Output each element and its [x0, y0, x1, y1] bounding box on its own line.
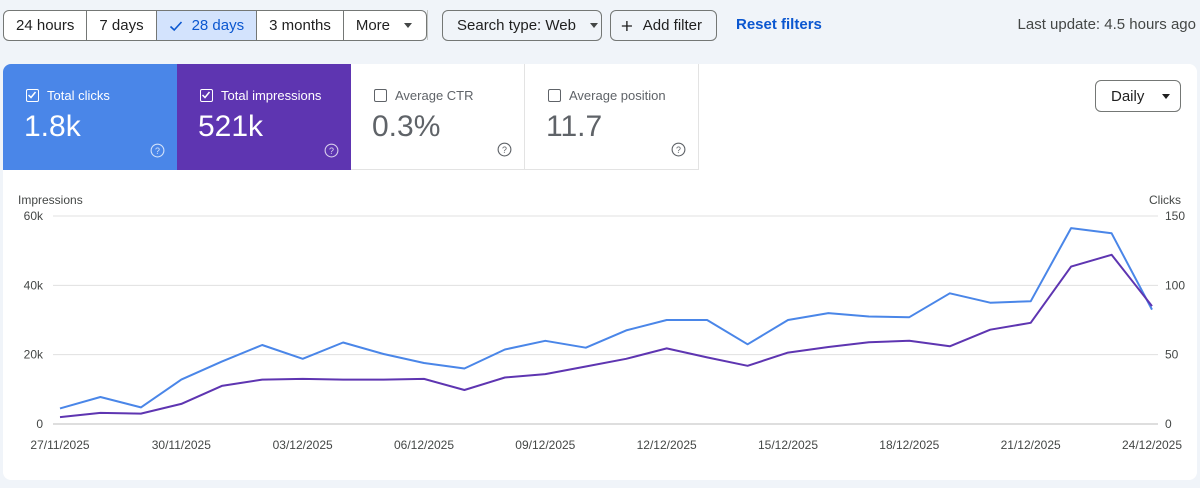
right-tick-label: 0 — [1165, 417, 1172, 431]
svg-text:?: ? — [502, 145, 507, 155]
x-tick-label: 27/11/2025 — [30, 438, 89, 452]
left-tick-label: 0 — [36, 417, 43, 431]
add-filter-label: Add filter — [642, 17, 702, 34]
right-tick-label: 50 — [1165, 348, 1179, 362]
left-axis-title: Impressions — [18, 193, 83, 207]
metric-label: Total clicks — [47, 88, 110, 103]
range-7-days-button[interactable]: 7 days — [87, 11, 157, 40]
help-icon[interactable]: ? — [671, 142, 686, 157]
help-icon[interactable]: ? — [150, 143, 165, 158]
metric-total-impressions[interactable]: Total impressions 521k ? — [177, 64, 351, 170]
x-tick-label: 12/12/2025 — [637, 438, 697, 452]
checkbox-checked-icon[interactable] — [200, 89, 213, 102]
chevron-down-icon — [404, 23, 413, 28]
range-3-months-button[interactable]: 3 months — [257, 11, 344, 40]
toolbar-divider — [427, 10, 428, 40]
metric-average-ctr[interactable]: Average CTR 0.3% ? — [351, 64, 525, 170]
metric-label-row: Average CTR — [374, 88, 474, 103]
more-label: More — [355, 17, 391, 34]
svg-text:?: ? — [155, 146, 160, 156]
search-type-label: Search type: Web — [457, 17, 576, 34]
x-tick-label: 09/12/2025 — [515, 438, 575, 452]
x-tick-label: 03/12/2025 — [273, 438, 333, 452]
toolbar: 24 hours 7 days 28 days 3 months More Se… — [0, 0, 1200, 50]
metric-label: Total impressions — [221, 88, 322, 103]
x-tick-label: 21/12/2025 — [1001, 438, 1061, 452]
metric-total-clicks[interactable]: Total clicks 1.8k ? — [3, 64, 177, 170]
chevron-down-icon — [589, 23, 598, 28]
metric-value: 0.3% — [372, 110, 441, 143]
metric-average-position[interactable]: Average position 11.7 ? — [525, 64, 699, 170]
performance-chart: Impressions Clicks 0 0 20k 50 40k 100 60k 150 27/1… — [18, 193, 1185, 452]
metric-label-row: Total impressions — [200, 88, 321, 103]
reset-filters-link[interactable]: Reset filters — [736, 16, 822, 33]
x-tick-label: 18/12/2025 — [879, 438, 939, 452]
left-tick-label: 40k — [24, 278, 44, 292]
x-tick-label: 15/12/2025 — [758, 438, 818, 452]
right-axis-title: Clicks — [1149, 193, 1181, 207]
granularity-dropdown[interactable]: Daily — [1095, 80, 1181, 112]
metric-label-row: Average position — [548, 88, 666, 103]
help-icon[interactable]: ? — [324, 143, 339, 158]
metric-label-row: Total clicks — [26, 88, 110, 103]
svg-text:?: ? — [676, 145, 681, 155]
metric-label: Average position — [569, 88, 666, 103]
left-tick-label: 20k — [24, 348, 44, 362]
metric-value: 1.8k — [24, 110, 81, 143]
last-update-text: Last update: 4.5 hours ago — [1017, 16, 1196, 33]
range-28-days-button[interactable]: 28 days — [156, 11, 258, 40]
left-tick-label: 60k — [24, 209, 44, 223]
search-type-button[interactable]: Search type: Web — [442, 10, 602, 41]
right-tick-label: 150 — [1165, 209, 1185, 223]
chevron-down-icon — [1162, 93, 1171, 99]
x-tick-label: 24/12/2025 — [1122, 438, 1182, 452]
x-tick-label: 06/12/2025 — [394, 438, 454, 452]
performance-card: Total clicks 1.8k ? Total impressions 52… — [3, 64, 1197, 480]
metric-value: 521k — [198, 110, 264, 143]
range-24-hours-button[interactable]: 24 hours — [4, 11, 88, 40]
metric-value: 11.7 — [546, 110, 603, 143]
granularity-label: Daily — [1111, 87, 1145, 105]
date-range-selector: 24 hours 7 days 28 days 3 months More — [3, 10, 428, 41]
checkbox-unchecked-icon[interactable] — [374, 89, 387, 102]
more-ranges-button[interactable]: More — [344, 11, 426, 40]
x-tick-label: 30/11/2025 — [152, 438, 211, 452]
checkbox-checked-icon[interactable] — [26, 89, 39, 102]
clicks-line — [59, 253, 1153, 419]
svg-text:?: ? — [329, 146, 334, 156]
checkbox-unchecked-icon[interactable] — [548, 89, 561, 102]
impressions-line — [59, 227, 1153, 410]
add-filter-button[interactable]: Add filter — [610, 10, 717, 41]
plus-icon — [621, 20, 632, 31]
help-icon[interactable]: ? — [497, 142, 512, 157]
metric-label: Average CTR — [395, 88, 474, 103]
range-28-days-label: 28 days — [191, 17, 245, 34]
right-tick-label: 100 — [1165, 278, 1185, 292]
checkmark-icon — [169, 20, 182, 31]
